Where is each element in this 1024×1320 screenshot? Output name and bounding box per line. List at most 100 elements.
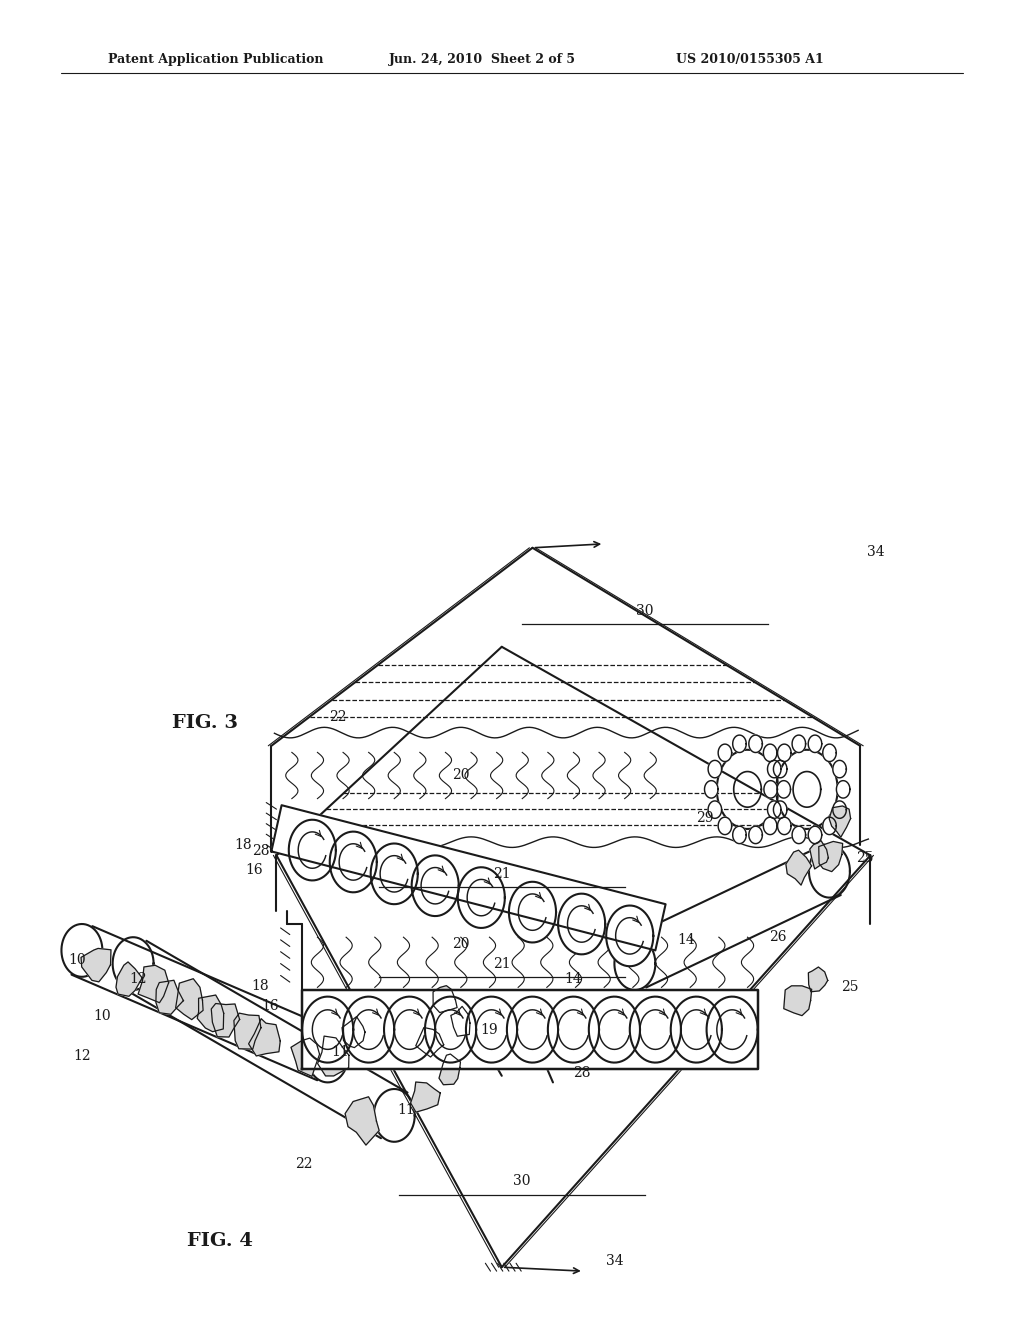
Text: 16: 16 xyxy=(245,863,263,876)
Text: 12: 12 xyxy=(73,1049,91,1063)
Polygon shape xyxy=(81,948,111,982)
Polygon shape xyxy=(233,1014,261,1049)
Text: 11: 11 xyxy=(331,1045,349,1059)
Polygon shape xyxy=(558,894,605,954)
Polygon shape xyxy=(249,1019,281,1056)
Polygon shape xyxy=(466,997,517,1063)
Polygon shape xyxy=(371,843,418,904)
Polygon shape xyxy=(345,1097,379,1144)
Text: US 2010/0155305 A1: US 2010/0155305 A1 xyxy=(676,53,823,66)
Polygon shape xyxy=(773,760,786,777)
Polygon shape xyxy=(116,962,142,997)
Polygon shape xyxy=(374,1089,415,1142)
Text: 30: 30 xyxy=(636,605,654,618)
Text: 14: 14 xyxy=(677,933,695,946)
Text: 20: 20 xyxy=(452,768,470,781)
Text: FIG. 4: FIG. 4 xyxy=(187,1232,253,1250)
Text: 16: 16 xyxy=(261,999,280,1012)
Polygon shape xyxy=(302,990,758,1069)
Polygon shape xyxy=(768,801,781,818)
Text: 21: 21 xyxy=(493,957,511,970)
Text: 11: 11 xyxy=(397,1104,416,1117)
Polygon shape xyxy=(271,805,666,950)
Polygon shape xyxy=(671,997,722,1063)
Polygon shape xyxy=(156,981,183,1014)
Polygon shape xyxy=(211,1003,240,1038)
Polygon shape xyxy=(773,801,786,818)
Polygon shape xyxy=(302,997,353,1063)
Polygon shape xyxy=(837,780,850,799)
Polygon shape xyxy=(291,1038,319,1076)
Polygon shape xyxy=(733,826,746,843)
Text: 21: 21 xyxy=(493,867,511,880)
Polygon shape xyxy=(138,965,169,1003)
Polygon shape xyxy=(198,995,223,1032)
Text: 12: 12 xyxy=(129,973,147,986)
Polygon shape xyxy=(589,997,640,1063)
Polygon shape xyxy=(718,744,732,762)
Polygon shape xyxy=(307,1030,348,1082)
Polygon shape xyxy=(61,924,102,977)
Polygon shape xyxy=(458,867,505,928)
Polygon shape xyxy=(783,986,812,1015)
Polygon shape xyxy=(822,817,837,834)
Polygon shape xyxy=(614,937,655,990)
Text: 25: 25 xyxy=(841,981,859,994)
Polygon shape xyxy=(829,807,851,837)
Polygon shape xyxy=(833,760,846,777)
Polygon shape xyxy=(819,841,843,871)
Text: 25: 25 xyxy=(856,851,874,865)
Polygon shape xyxy=(433,986,457,1012)
Polygon shape xyxy=(808,826,821,843)
Polygon shape xyxy=(416,1027,443,1057)
Text: 28: 28 xyxy=(252,845,270,858)
Polygon shape xyxy=(509,882,556,942)
Polygon shape xyxy=(411,1082,440,1113)
Polygon shape xyxy=(808,735,821,752)
Polygon shape xyxy=(630,997,681,1063)
Polygon shape xyxy=(705,780,718,799)
Text: 34: 34 xyxy=(605,1254,624,1267)
Polygon shape xyxy=(777,780,791,799)
Text: 14: 14 xyxy=(564,973,583,986)
Polygon shape xyxy=(507,997,558,1063)
Polygon shape xyxy=(317,1036,349,1076)
Polygon shape xyxy=(808,968,827,991)
Polygon shape xyxy=(718,817,732,834)
Polygon shape xyxy=(343,997,394,1063)
Polygon shape xyxy=(709,801,722,818)
Polygon shape xyxy=(548,997,599,1063)
Polygon shape xyxy=(810,841,828,869)
Text: FIG. 3: FIG. 3 xyxy=(172,714,238,733)
Polygon shape xyxy=(763,817,777,834)
Polygon shape xyxy=(733,735,746,752)
Polygon shape xyxy=(412,855,459,916)
Text: 30: 30 xyxy=(513,1175,531,1188)
Text: 28: 28 xyxy=(572,1067,591,1080)
Polygon shape xyxy=(793,826,806,843)
Polygon shape xyxy=(749,735,762,752)
Text: 10: 10 xyxy=(93,1010,112,1023)
Polygon shape xyxy=(749,826,762,843)
Text: 20: 20 xyxy=(452,937,470,950)
Text: 18: 18 xyxy=(251,979,269,993)
Polygon shape xyxy=(439,1055,461,1085)
Polygon shape xyxy=(113,937,154,990)
Polygon shape xyxy=(793,735,806,752)
Polygon shape xyxy=(425,997,476,1063)
Polygon shape xyxy=(289,820,336,880)
Polygon shape xyxy=(384,997,435,1063)
Polygon shape xyxy=(342,1016,365,1048)
Text: 22: 22 xyxy=(329,710,347,723)
Polygon shape xyxy=(833,801,846,818)
Text: Jun. 24, 2010  Sheet 2 of 5: Jun. 24, 2010 Sheet 2 of 5 xyxy=(389,53,577,66)
Polygon shape xyxy=(777,817,792,834)
Polygon shape xyxy=(822,744,837,762)
Polygon shape xyxy=(768,760,781,777)
Polygon shape xyxy=(809,845,850,898)
Text: Patent Application Publication: Patent Application Publication xyxy=(108,53,323,66)
Polygon shape xyxy=(776,750,838,829)
Text: 26: 26 xyxy=(769,931,787,944)
Polygon shape xyxy=(330,832,377,892)
Text: 29: 29 xyxy=(695,812,714,825)
